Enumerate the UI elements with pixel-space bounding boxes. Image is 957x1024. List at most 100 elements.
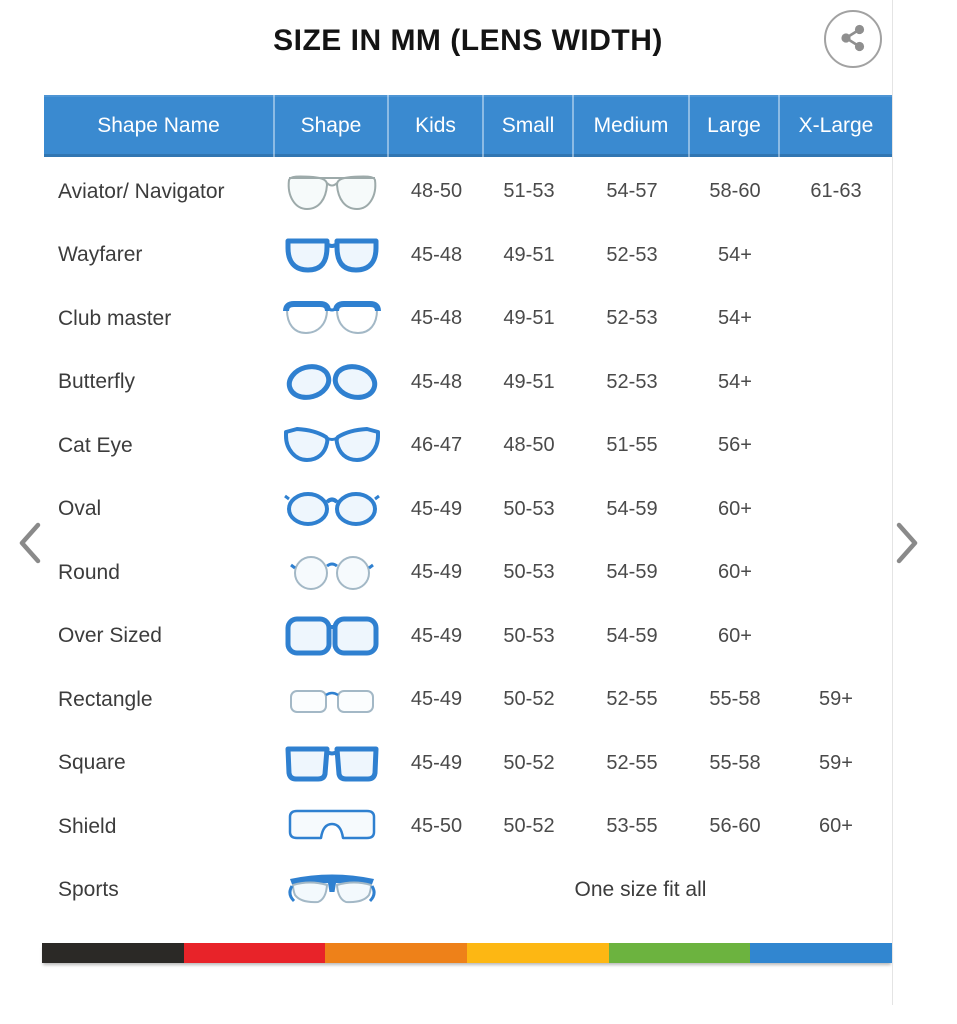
table-row: Square 45-49 50-52 52-55 55-58 59+ xyxy=(44,732,892,796)
size-value: 46-47 xyxy=(410,434,463,457)
table-row: Club master 45-48 49-51 52-53 54+ xyxy=(44,287,892,351)
table-row: Aviator/ Navigator 48-50 51-53 54-57 58-60 61… xyxy=(44,160,892,224)
table-row: Wayfarer 45-48 49-51 52-53 54+ xyxy=(44,224,892,288)
size-value: 52-53 xyxy=(606,370,658,393)
carousel-prev-button[interactable] xyxy=(16,521,44,568)
size-value: 52-53 xyxy=(606,307,658,330)
round-glasses-icon xyxy=(275,549,389,597)
size-value: 49-51 xyxy=(503,243,555,266)
column-header-shape: Shape xyxy=(275,95,389,157)
shape-name-label: Wayfarer xyxy=(58,243,143,267)
size-value: 54+ xyxy=(718,307,752,330)
size-value: 54+ xyxy=(718,370,752,393)
size-value: 59+ xyxy=(819,751,853,774)
size-value: 54-59 xyxy=(606,624,658,647)
size-value: 55-58 xyxy=(709,751,761,774)
share-icon xyxy=(836,21,870,58)
shape-name-label: Sports xyxy=(58,878,119,902)
size-value: 50-52 xyxy=(503,815,555,838)
wayfarer-glasses-icon xyxy=(275,231,389,279)
table-row: Cat Eye 46-47 48-50 51-55 56+ xyxy=(44,414,892,478)
square-glasses-icon xyxy=(275,739,389,787)
size-value: 51-55 xyxy=(606,434,658,457)
size-value: 52-55 xyxy=(606,751,658,774)
size-value: 50-53 xyxy=(503,561,555,584)
brand-stripe-segment xyxy=(325,943,468,963)
shape-name-label: Square xyxy=(58,751,126,775)
table-row: Over Sized 45-49 50-53 54-59 60+ xyxy=(44,605,892,669)
table-row: Oval 45-49 50-53 54-59 60+ xyxy=(44,478,892,542)
size-value: 60+ xyxy=(718,624,752,647)
size-value: 54-59 xyxy=(606,497,658,520)
size-value: 49-51 xyxy=(503,307,555,330)
shield-glasses-icon xyxy=(275,803,389,851)
size-value: 53-55 xyxy=(606,815,658,838)
size-value: 45-49 xyxy=(410,624,463,647)
table-row: Round 45-49 50-53 54-59 60+ xyxy=(44,541,892,605)
size-value: 58-60 xyxy=(709,180,761,203)
size-value: 61-63 xyxy=(810,180,862,203)
size-value: 50-52 xyxy=(503,688,555,711)
size-value: 56-60 xyxy=(709,815,761,838)
brand-stripe-segment xyxy=(183,943,326,963)
shape-name-label: Butterfly xyxy=(58,370,136,394)
size-chart-title: SIZE IN MM (LENS WIDTH) xyxy=(273,24,663,57)
oversized-glasses-icon xyxy=(275,612,389,660)
shape-name-label: Cat Eye xyxy=(58,433,133,457)
size-value: 50-52 xyxy=(503,751,555,774)
size-value: 48-50 xyxy=(503,434,555,457)
size-value: 45-49 xyxy=(410,688,463,711)
column-header-medium: Medium xyxy=(574,95,690,157)
size-value: 50-53 xyxy=(503,497,555,520)
size-value: 60+ xyxy=(718,497,752,520)
shape-name-label: Club master xyxy=(58,306,172,330)
size-value: 52-55 xyxy=(606,688,658,711)
clubmaster-glasses-icon xyxy=(275,295,389,343)
size-value: 45-49 xyxy=(410,751,463,774)
sports-glasses-icon xyxy=(275,866,389,914)
size-value: 45-48 xyxy=(410,243,463,266)
rectangle-glasses-icon xyxy=(275,676,389,724)
column-header-small: Small xyxy=(484,95,574,157)
column-header-large: Large xyxy=(690,95,780,157)
size-value: 45-49 xyxy=(410,561,463,584)
size-value: 48-50 xyxy=(410,180,463,203)
shape-name-label: Aviator/ Navigator xyxy=(58,179,225,203)
size-value: 60+ xyxy=(718,561,752,584)
shape-name-label: Round xyxy=(58,560,120,584)
shape-name-label: Over Sized xyxy=(58,624,162,648)
brand-color-stripe xyxy=(42,943,893,963)
share-button[interactable] xyxy=(824,10,882,68)
chevron-right-icon xyxy=(893,522,921,568)
brand-stripe-segment xyxy=(750,943,893,963)
shape-name-label: Shield xyxy=(58,814,117,838)
brand-stripe-segment xyxy=(42,943,184,963)
size-value: 45-50 xyxy=(410,815,463,838)
size-table-body: Aviator/ Navigator 48-50 51-53 54-57 58-60 61… xyxy=(44,160,892,922)
right-gutter-divider xyxy=(892,0,893,1005)
size-value: 49-51 xyxy=(503,370,555,393)
oval-glasses-icon xyxy=(275,485,389,533)
butterfly-glasses-icon xyxy=(275,358,389,406)
brand-stripe-segment xyxy=(467,943,609,963)
column-header-shape-name: Shape Name xyxy=(44,95,275,157)
size-value: 54-59 xyxy=(606,561,658,584)
brand-stripe-segment xyxy=(608,943,751,963)
size-value: 54-57 xyxy=(606,180,658,203)
chevron-left-icon xyxy=(16,522,44,568)
size-value: 59+ xyxy=(819,688,853,711)
shape-name-label: Rectangle xyxy=(58,687,153,711)
table-row: Shield 45-50 50-52 53-55 56-60 60+ xyxy=(44,795,892,859)
size-value: 51-53 xyxy=(503,180,555,203)
size-value: 54+ xyxy=(718,243,752,266)
size-value: 45-48 xyxy=(410,370,463,393)
size-table-header: Shape Name Shape Kids Small Medium Large X-Lar… xyxy=(44,95,892,157)
shape-name-label: Oval xyxy=(58,497,102,521)
column-header-x-large: X-Large xyxy=(798,114,874,137)
table-row: Rectangle 45-49 50-52 52-55 55-58 59+ xyxy=(44,668,892,732)
size-value: 56+ xyxy=(718,434,752,457)
size-value: 55-58 xyxy=(709,688,761,711)
cateye-glasses-icon xyxy=(275,422,389,470)
carousel-next-button[interactable] xyxy=(893,521,921,568)
size-value: 60+ xyxy=(819,815,853,838)
